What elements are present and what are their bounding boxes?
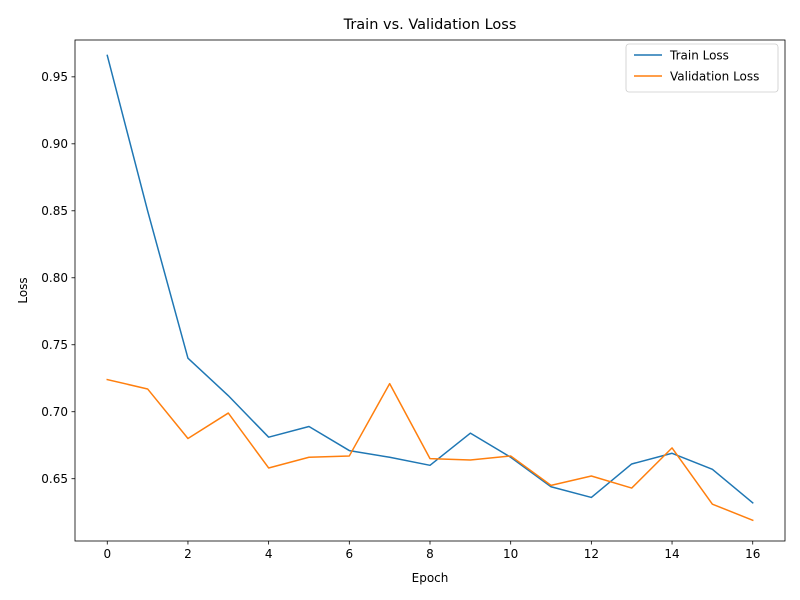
legend: Train Loss Validation Loss bbox=[625, 43, 779, 93]
x-tick-label: 12 bbox=[584, 547, 599, 561]
y-tick-label: 0.70 bbox=[41, 405, 68, 419]
x-tick-label: 4 bbox=[265, 547, 273, 561]
y-tick-label: 0.85 bbox=[41, 204, 68, 218]
y-axis-label: Loss bbox=[16, 277, 30, 303]
x-axis: 0 2 4 6 8 10 12 14 16 bbox=[103, 541, 760, 561]
plot-area bbox=[74, 39, 786, 542]
x-tick-label: 2 bbox=[184, 547, 192, 561]
chart-title: Train vs. Validation Loss bbox=[343, 17, 517, 33]
legend-label: Validation Loss bbox=[670, 69, 759, 83]
x-tick-label: 10 bbox=[503, 547, 518, 561]
x-tick-label: 8 bbox=[426, 547, 434, 561]
legend-label: Train Loss bbox=[669, 48, 729, 62]
series-line-validation-loss bbox=[106, 378, 754, 522]
x-axis-label: Epoch bbox=[412, 571, 449, 585]
y-tick-label: 0.80 bbox=[41, 271, 68, 285]
legend-box bbox=[625, 43, 779, 93]
y-tick-label: 0.75 bbox=[41, 338, 68, 352]
y-tick-label: 0.65 bbox=[41, 472, 68, 486]
x-tick-label: 14 bbox=[664, 547, 679, 561]
y-tick-label: 0.90 bbox=[41, 137, 68, 151]
x-tick-label: 6 bbox=[345, 547, 353, 561]
x-tick-label: 16 bbox=[745, 547, 760, 561]
series-line-train-loss bbox=[106, 54, 754, 504]
x-tick-label: 0 bbox=[103, 547, 111, 561]
y-axis: 0.65 0.70 0.75 0.80 0.85 0.90 0.95 bbox=[41, 70, 75, 486]
y-tick-label: 0.95 bbox=[41, 70, 68, 84]
